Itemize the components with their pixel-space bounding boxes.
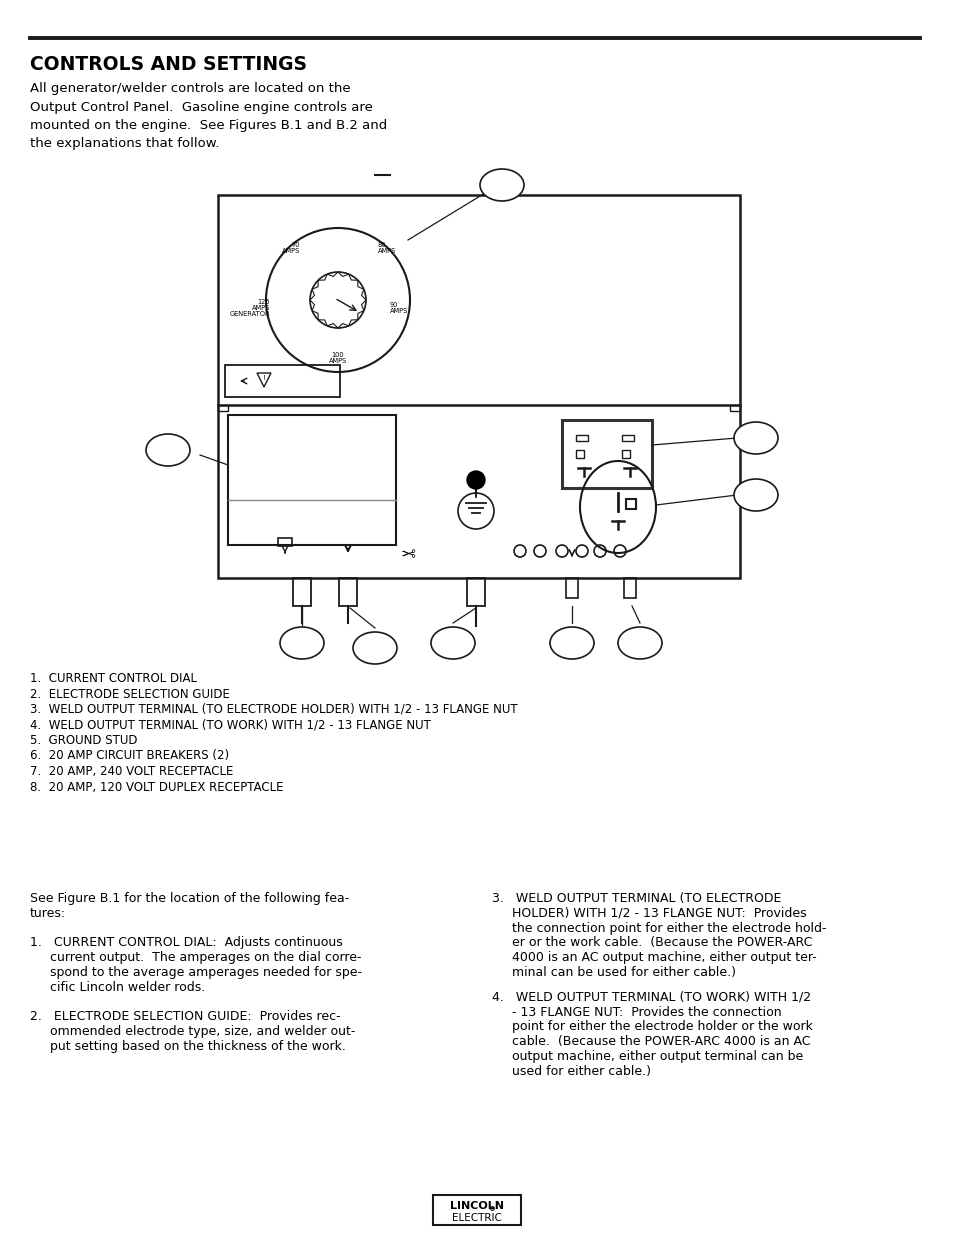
Bar xyxy=(623,578,636,598)
Text: spond to the average amperages needed for spe-: spond to the average amperages needed fo… xyxy=(30,966,361,979)
Text: tures:: tures: xyxy=(30,906,66,920)
Bar xyxy=(621,435,634,441)
Text: !: ! xyxy=(262,375,265,382)
Text: output machine, either output terminal can be: output machine, either output terminal c… xyxy=(492,1050,802,1063)
Text: 100
AMPS: 100 AMPS xyxy=(329,352,347,364)
Text: 1.  CURRENT CONTROL DIAL: 1. CURRENT CONTROL DIAL xyxy=(30,672,196,685)
Bar xyxy=(565,578,578,598)
Bar xyxy=(561,420,651,488)
Bar xyxy=(218,405,228,411)
Text: 4.   WELD OUTPUT TERMINAL (TO WORK) WITH 1/2: 4. WELD OUTPUT TERMINAL (TO WORK) WITH 1… xyxy=(492,990,810,1004)
Text: put setting based on the thickness of the work.: put setting based on the thickness of th… xyxy=(30,1040,346,1053)
Ellipse shape xyxy=(146,433,190,466)
Text: current output.  The amperages on the dial corre-: current output. The amperages on the dia… xyxy=(30,951,361,965)
Text: ELECTRIC: ELECTRIC xyxy=(452,1213,501,1223)
Text: 2.  ELECTRODE SELECTION GUIDE: 2. ELECTRODE SELECTION GUIDE xyxy=(30,688,230,700)
Text: 5.  GROUND STUD: 5. GROUND STUD xyxy=(30,734,137,747)
Ellipse shape xyxy=(733,479,778,511)
Text: HOLDER) WITH 1/2 - 13 FLANGE NUT:  Provides: HOLDER) WITH 1/2 - 13 FLANGE NUT: Provid… xyxy=(492,906,806,920)
Ellipse shape xyxy=(479,169,523,201)
Text: 3.   WELD OUTPUT TERMINAL (TO ELECTRODE: 3. WELD OUTPUT TERMINAL (TO ELECTRODE xyxy=(492,892,781,905)
Bar xyxy=(729,405,740,411)
Text: er or the work cable.  (Because the POWER-ARC: er or the work cable. (Because the POWER… xyxy=(492,936,812,950)
Text: ✂: ✂ xyxy=(400,541,416,559)
Text: LINCOLN: LINCOLN xyxy=(450,1200,503,1212)
Text: 80
AMPS: 80 AMPS xyxy=(377,242,395,254)
Text: cific Lincoln welder rods.: cific Lincoln welder rods. xyxy=(30,981,205,994)
Text: 4000 is an AC output machine, either output ter-: 4000 is an AC output machine, either out… xyxy=(492,951,816,965)
Text: 6.  20 AMP CIRCUIT BREAKERS (2): 6. 20 AMP CIRCUIT BREAKERS (2) xyxy=(30,750,229,762)
Bar xyxy=(621,450,629,458)
Bar xyxy=(433,1195,520,1225)
Text: 70
AMPS: 70 AMPS xyxy=(281,242,299,254)
Bar xyxy=(228,415,395,545)
Text: the connection point for either the electrode hold-: the connection point for either the elec… xyxy=(492,921,825,935)
Ellipse shape xyxy=(618,627,661,659)
Text: used for either cable.): used for either cable.) xyxy=(492,1065,650,1078)
Bar xyxy=(576,450,583,458)
Text: See Figure B.1 for the location of the following fea-: See Figure B.1 for the location of the f… xyxy=(30,892,349,905)
Circle shape xyxy=(467,471,484,489)
Bar xyxy=(576,435,587,441)
Text: 2.   ELECTRODE SELECTION GUIDE:  Provides rec-: 2. ELECTRODE SELECTION GUIDE: Provides r… xyxy=(30,1010,340,1024)
Text: 8.  20 AMP, 120 VOLT DUPLEX RECEPTACLE: 8. 20 AMP, 120 VOLT DUPLEX RECEPTACLE xyxy=(30,781,283,794)
Ellipse shape xyxy=(353,632,396,664)
Text: 4.  WELD OUTPUT TERMINAL (TO WORK) WITH 1/2 - 13 FLANGE NUT: 4. WELD OUTPUT TERMINAL (TO WORK) WITH 1… xyxy=(30,719,431,731)
Text: 90
AMPS: 90 AMPS xyxy=(390,301,408,314)
Text: point for either the electrode holder or the work: point for either the electrode holder or… xyxy=(492,1020,812,1034)
Bar xyxy=(293,578,311,606)
Text: ®: ® xyxy=(489,1207,496,1212)
Text: cable.  (Because the POWER-ARC 4000 is an AC: cable. (Because the POWER-ARC 4000 is an… xyxy=(492,1035,810,1049)
Text: 3.  WELD OUTPUT TERMINAL (TO ELECTRODE HOLDER) WITH 1/2 - 13 FLANGE NUT: 3. WELD OUTPUT TERMINAL (TO ELECTRODE HO… xyxy=(30,703,517,716)
Text: minal can be used for either cable.): minal can be used for either cable.) xyxy=(492,966,735,979)
Text: - 13 FLANGE NUT:  Provides the connection: - 13 FLANGE NUT: Provides the connection xyxy=(492,1005,781,1019)
Bar xyxy=(225,366,339,396)
Text: 125
AMPS
GENERATOR: 125 AMPS GENERATOR xyxy=(229,299,270,317)
Bar xyxy=(218,195,740,578)
Ellipse shape xyxy=(431,627,475,659)
Bar xyxy=(277,538,292,546)
Text: 1.   CURRENT CONTROL DIAL:  Adjusts continuous: 1. CURRENT CONTROL DIAL: Adjusts continu… xyxy=(30,936,342,950)
Bar xyxy=(467,578,484,606)
Ellipse shape xyxy=(550,627,594,659)
Text: CONTROLS AND SETTINGS: CONTROLS AND SETTINGS xyxy=(30,56,307,74)
Ellipse shape xyxy=(280,627,324,659)
Ellipse shape xyxy=(733,422,778,454)
Text: ommended electrode type, size, and welder out-: ommended electrode type, size, and welde… xyxy=(30,1025,355,1039)
Text: 7.  20 AMP, 240 VOLT RECEPTACLE: 7. 20 AMP, 240 VOLT RECEPTACLE xyxy=(30,764,233,778)
Bar xyxy=(338,578,356,606)
Text: All generator/welder controls are located on the
Output Control Panel.  Gasoline: All generator/welder controls are locate… xyxy=(30,82,387,151)
Bar xyxy=(625,499,636,509)
